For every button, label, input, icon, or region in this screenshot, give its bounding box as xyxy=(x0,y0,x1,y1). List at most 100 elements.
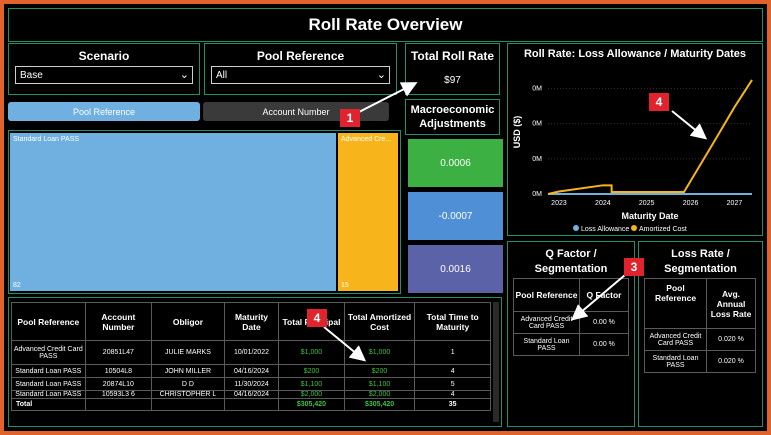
cell: 0.020 % xyxy=(706,350,756,373)
col-header[interactable]: Pool Reference xyxy=(11,302,86,341)
cell: $1,000 xyxy=(343,340,416,365)
table-row[interactable]: Standard Loan PASS 10593L3 6 CHRISTOPHER… xyxy=(11,390,491,399)
chart-title: Roll Rate: Loss Allowance / Maturity Dat… xyxy=(523,48,747,60)
col-header[interactable]: Maturity Date xyxy=(223,302,280,341)
total-roll-rate-value: $97 xyxy=(444,75,461,86)
cell: 11/30/2024 xyxy=(223,377,280,391)
cell: D D xyxy=(151,377,225,391)
loss-rate-title: Loss Rate / Segmentation xyxy=(664,248,737,275)
main-table: Pool Reference Account Number Obligor Ma… xyxy=(11,302,491,411)
table-row[interactable]: Advanced Credit Card PASS 20851L47 JULIE… xyxy=(11,340,491,365)
scenario-label: Scenario xyxy=(78,49,130,63)
pool-reference-dropdown[interactable]: All ⌄ xyxy=(211,66,390,84)
y-axis-label: USD ($) xyxy=(512,116,522,149)
account-number-toggle-button[interactable]: Account Number xyxy=(203,102,389,121)
col-header[interactable]: Total Amortized Cost xyxy=(343,302,416,341)
col-header[interactable]: Pool Reference xyxy=(644,278,707,329)
y-tick-label: 0M xyxy=(532,156,542,163)
table-row[interactable]: Standard Loan PASS 10504L8 JOHN MILLER 0… xyxy=(11,364,491,378)
q-factor-table: Pool Reference Q Factor Advanced Credit … xyxy=(513,278,629,356)
legend-label: Amortized Cost xyxy=(639,226,687,233)
scenario-value: Base xyxy=(20,69,43,81)
callout-badge-1: 1 xyxy=(340,109,360,127)
cell: 10/01/2022 xyxy=(223,340,280,365)
macro-tile-3: 0.0016 xyxy=(408,245,503,293)
col-header[interactable]: Obligor xyxy=(151,302,225,341)
cell: 5 xyxy=(414,377,491,391)
cell: 0.00 % xyxy=(579,311,629,334)
cell: $305,420 xyxy=(343,398,416,411)
col-header[interactable]: Total Time to Maturity xyxy=(414,302,491,341)
cell: 4 xyxy=(414,390,491,399)
total-roll-rate-card: Total Roll Rate $97 xyxy=(405,43,500,95)
loss-rate-table: Pool Reference Avg. Annual Loss Rate Adv… xyxy=(644,278,756,373)
treemap-cell-label: Advanced Cre... xyxy=(341,136,392,143)
legend-label: Loss Allowance xyxy=(581,226,629,233)
cell: Advanced Credit Card PASS xyxy=(513,311,580,334)
cell: $200 xyxy=(343,364,416,378)
pool-reference-slicer: Pool Reference All ⌄ xyxy=(204,43,397,95)
scenario-slicer: Scenario Base ⌄ xyxy=(8,43,200,95)
macro-tile-2: -0.0007 xyxy=(408,192,503,240)
x-tick-label: 2026 xyxy=(683,200,699,207)
table-row[interactable]: Standard Loan PASS 20874L10 D D 11/30/20… xyxy=(11,377,491,391)
table-row[interactable]: Advanced Credit Card PASS 0.020 % xyxy=(644,328,756,351)
treemap-cell-standard-loan[interactable]: Standard Loan PASS 82 xyxy=(10,133,336,291)
cell: 20874L10 xyxy=(84,377,153,391)
cell: Standard Loan PASS xyxy=(11,364,86,378)
cell: 10593L3 6 xyxy=(84,390,153,399)
cell: $305,420 xyxy=(278,398,345,411)
cell: $1,000 xyxy=(278,340,345,365)
table-row[interactable]: Standard Loan PASS 0.00 % xyxy=(513,333,629,356)
x-tick-label: 2023 xyxy=(551,200,567,207)
q-factor-panel: Q Factor / Segmentation Pool Reference Q… xyxy=(507,241,635,427)
table-row[interactable]: Advanced Credit Card PASS 0.00 % xyxy=(513,311,629,334)
cell: 0.00 % xyxy=(579,333,629,356)
treemap-cell-advanced-credit[interactable]: Advanced Cre... 15 xyxy=(338,133,398,291)
x-axis-label: Maturity Date xyxy=(621,211,678,221)
pool-reference-label: Pool Reference xyxy=(256,49,345,63)
x-tick-label: 2025 xyxy=(639,200,655,207)
cell: 04/16/2024 xyxy=(223,390,280,399)
col-header[interactable]: Account Number xyxy=(84,302,153,341)
cell: 20851L47 xyxy=(84,340,153,365)
treemap-cell-count: 82 xyxy=(13,282,21,289)
cell: CHRISTOPHER L xyxy=(151,390,225,399)
macro-label-line1: Macroeconomic xyxy=(410,104,495,116)
cell: Total xyxy=(11,398,86,411)
table-scrollbar[interactable] xyxy=(493,302,499,422)
col-header[interactable]: Pool Reference xyxy=(513,278,580,312)
cell: Standard Loan PASS xyxy=(11,390,86,399)
col-header[interactable]: Avg. Annual Loss Rate xyxy=(706,278,756,329)
scenario-dropdown[interactable]: Base ⌄ xyxy=(15,66,193,84)
treemap-cell-count: 15 xyxy=(341,282,349,289)
col-header[interactable]: Q Factor xyxy=(579,278,629,312)
pool-reference-value: All xyxy=(216,69,228,81)
y-tick-label: 0M xyxy=(532,86,542,93)
cell: 35 xyxy=(414,398,491,411)
cell: JULIE MARKS xyxy=(151,340,225,365)
legend-marker xyxy=(573,225,579,231)
cell: $1,100 xyxy=(343,377,416,391)
q-factor-title: Q Factor / Segmentation xyxy=(534,248,608,275)
x-tick-label: 2027 xyxy=(727,200,743,207)
cell: $1,100 xyxy=(278,377,345,391)
pool-reference-toggle-button[interactable]: Pool Reference xyxy=(8,102,200,121)
callout-badge-3: 3 xyxy=(624,258,644,276)
callout-badge-4-table: 4 xyxy=(307,309,327,327)
chevron-down-icon: ⌄ xyxy=(376,69,386,81)
cell: 04/16/2024 xyxy=(223,364,280,378)
y-tick-label: 0M xyxy=(532,121,542,128)
macro-tile-1: 0.0006 xyxy=(408,139,503,187)
cell: Standard Loan PASS xyxy=(513,333,580,356)
cell: 1 xyxy=(414,340,491,365)
cell: $2,000 xyxy=(278,390,345,399)
macro-label-line2: Adjustments xyxy=(419,118,486,130)
y-tick-label: 0M xyxy=(532,191,542,198)
cell: JOHN MILLER xyxy=(151,364,225,378)
main-table-panel: Pool Reference Account Number Obligor Ma… xyxy=(8,297,502,427)
loss-rate-panel: Loss Rate / Segmentation Pool Reference … xyxy=(638,241,763,427)
cell: Standard Loan PASS xyxy=(11,377,86,391)
cell: Advanced Credit Card PASS xyxy=(644,328,707,351)
table-row[interactable]: Standard Loan PASS 0.020 % xyxy=(644,350,756,373)
